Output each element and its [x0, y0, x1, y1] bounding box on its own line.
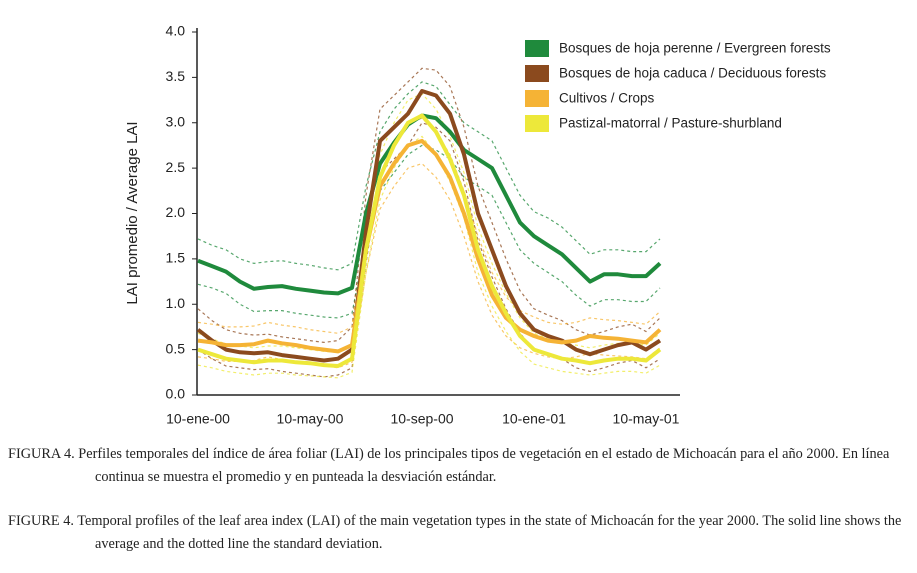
- x-tick-label: 10-may-01: [613, 411, 680, 427]
- caption-es: FIGURA 4. Perfiles temporales del índice…: [8, 446, 890, 485]
- legend-swatch: [525, 115, 549, 132]
- y-axis-label: LAI promedio / Average LAI: [124, 121, 141, 304]
- std-dev-line: [197, 81, 661, 271]
- std-dev-line: [197, 122, 661, 378]
- mean-line: [197, 138, 662, 354]
- legend-swatch: [525, 90, 549, 107]
- y-tick-label: 2.0: [166, 204, 186, 220]
- x-tick-label: 10-sep-00: [390, 411, 453, 427]
- legend-label: Pastizal-matorral / Pasture-shurbland: [559, 116, 782, 131]
- std-dev-line: [197, 162, 661, 369]
- y-tick-label: 2.5: [166, 159, 186, 175]
- mean-line: [197, 113, 662, 296]
- legend-label: Bosques de hoja caduca / Deciduous fores…: [559, 66, 826, 81]
- x-tick-label: 10-may-00: [277, 411, 344, 427]
- y-tick-label: 1.0: [166, 295, 186, 311]
- legend-swatch: [525, 65, 549, 82]
- std-dev-line: [197, 92, 661, 353]
- mean-line: [196, 89, 662, 363]
- legend-label: Bosques de hoja perenne / Evergreen fore…: [559, 41, 831, 56]
- y-tick-label: 3.5: [166, 68, 186, 84]
- y-tick-label: 0.0: [166, 386, 186, 402]
- x-tick-label: 10-ene-00: [166, 411, 230, 427]
- y-tick-label: 1.5: [166, 250, 186, 266]
- chart: LAI promedio / Average LAI 0.0 0.5 1.0 1.5 2…: [124, 23, 831, 427]
- y-tick-label: 0.5: [166, 340, 186, 356]
- legend-label: Cultivos / Crops: [559, 91, 655, 106]
- y-tick-label: 4.0: [166, 23, 186, 39]
- x-tick-label: 10-ene-01: [502, 411, 566, 427]
- std-dev-line: [197, 144, 661, 319]
- legend-swatch: [525, 40, 549, 57]
- y-tick-label: 3.0: [166, 113, 186, 129]
- mean-line: [197, 113, 662, 368]
- caption-en: FIGURE 4. Temporal profiles of the leaf …: [8, 513, 902, 552]
- std-dev-line: [197, 67, 661, 344]
